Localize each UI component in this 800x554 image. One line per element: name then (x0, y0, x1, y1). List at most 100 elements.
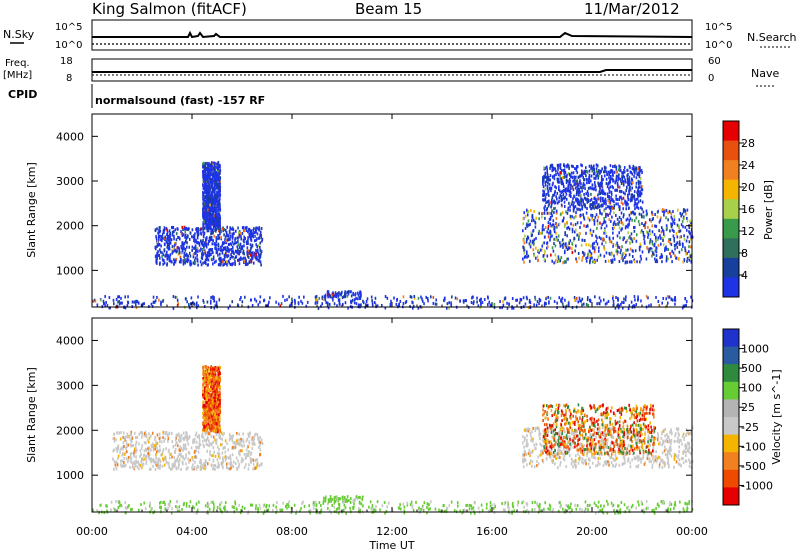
power-cell (334, 291, 337, 295)
power-cell (547, 178, 550, 182)
velocity-cell (226, 442, 228, 446)
power-cell (224, 238, 226, 242)
power-cell (634, 298, 636, 302)
power-cell (593, 167, 595, 171)
power-cell (282, 294, 284, 298)
power-cell (249, 249, 251, 253)
velocity-cell (171, 455, 173, 459)
power-cell (670, 215, 673, 219)
power-cell (251, 232, 254, 236)
power-cell (232, 262, 234, 266)
power-cell (546, 173, 549, 177)
power-cell (192, 261, 195, 265)
power-cell (206, 203, 209, 207)
power-cell (172, 295, 175, 299)
power-cell (193, 246, 195, 250)
velocity-cell (240, 460, 243, 464)
power-cell (565, 181, 568, 185)
velocity-cell (130, 451, 133, 455)
power-cell (174, 259, 177, 263)
power-cell (150, 302, 153, 306)
power-cell (673, 221, 676, 225)
power-cell (600, 204, 602, 208)
power-cell (161, 236, 163, 240)
power-cell (645, 257, 648, 261)
power-cell (558, 163, 560, 167)
power-cell (245, 240, 248, 244)
power-cell (216, 214, 219, 218)
velocity-cell (215, 440, 217, 444)
power-cell (208, 188, 211, 192)
power-cell (220, 248, 223, 252)
power-cell (620, 182, 623, 186)
power-cell (181, 225, 184, 229)
velocity-cell (207, 443, 209, 447)
power-cell (659, 218, 662, 222)
power-cell (194, 240, 196, 244)
power-cell (223, 247, 226, 251)
velocity-cell (235, 441, 237, 445)
power-cell (607, 205, 609, 209)
power-cell (597, 184, 600, 188)
power-cell (553, 199, 555, 203)
power-cell (554, 185, 556, 189)
power-cell (212, 296, 214, 300)
power-cell (551, 259, 553, 263)
power-cell (591, 187, 594, 191)
velocity-cell (205, 431, 207, 435)
power-cell (218, 186, 220, 190)
velocity-cell (232, 465, 235, 469)
velocity-cell (162, 448, 165, 452)
power-cell (609, 212, 611, 216)
power-cell (213, 176, 216, 180)
velocity-cell (241, 457, 243, 461)
power-cell (213, 242, 216, 246)
velocity-cell (148, 467, 151, 471)
power-cell (596, 204, 599, 208)
power-cell (597, 249, 600, 253)
power-cell (166, 250, 168, 254)
power-cell (103, 302, 105, 306)
velocity-cell (132, 461, 135, 465)
power-cell (591, 246, 594, 250)
power-cell (586, 200, 589, 204)
power-cell (180, 260, 182, 264)
velocity-cell (145, 458, 148, 462)
power-cell (211, 250, 214, 254)
power-cell (623, 301, 625, 305)
velocity-cell (238, 432, 241, 436)
power-cell (584, 203, 586, 207)
power-cell (571, 200, 574, 204)
power-cell (655, 295, 657, 299)
power-cell (188, 245, 191, 249)
power-cell (601, 203, 603, 207)
power-cell (277, 302, 280, 306)
power-cell (631, 255, 634, 259)
power-cell (160, 300, 162, 304)
velocity-cell (121, 459, 124, 463)
power-cell (355, 302, 358, 306)
power-cell (203, 220, 205, 224)
power-cell (583, 192, 585, 196)
power-cell (617, 178, 619, 182)
velocity-cell (180, 439, 182, 443)
power-cell (574, 214, 577, 218)
velocity-cell (117, 444, 120, 448)
velocity-cell (240, 439, 243, 443)
power-cell (201, 254, 203, 258)
power-cell (413, 294, 416, 298)
velocity-cell (150, 434, 152, 438)
power-cell (571, 306, 574, 310)
power-cell (576, 221, 579, 225)
power-cell (618, 304, 621, 308)
power-cell (159, 256, 161, 260)
power-cell (600, 181, 602, 185)
velocity-cell (162, 430, 164, 434)
power-cell (654, 257, 656, 261)
power-cell (552, 193, 554, 197)
power-cell (561, 180, 564, 184)
velocity-cell (236, 439, 238, 443)
power-cell (175, 232, 178, 236)
power-cell (615, 176, 618, 180)
power-cell (544, 166, 546, 170)
